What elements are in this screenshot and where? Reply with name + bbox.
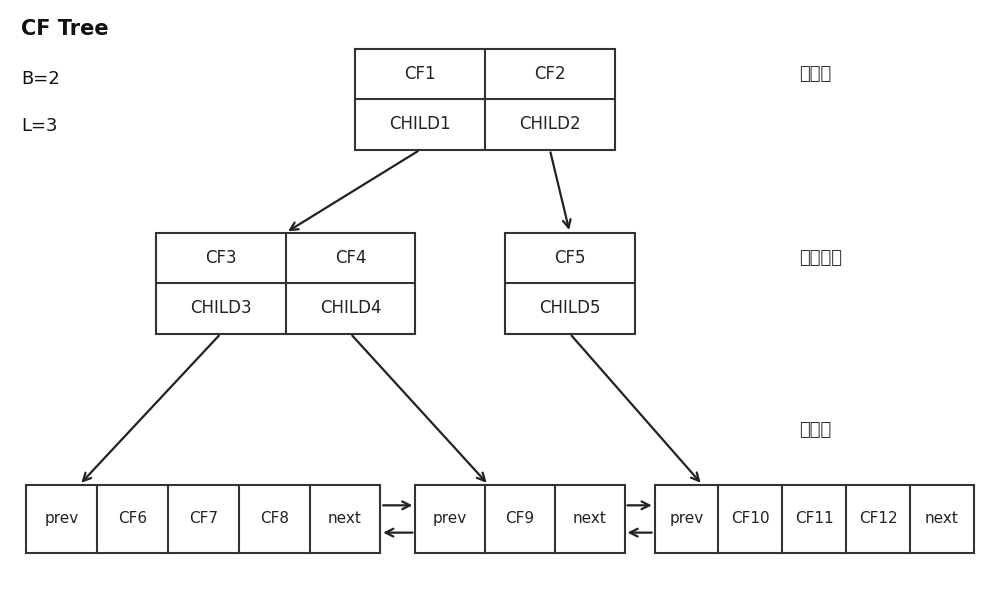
Text: CF5: CF5 (554, 249, 586, 267)
Bar (156, 233, 415, 334)
Text: CF3: CF3 (205, 249, 237, 267)
Text: CF11: CF11 (795, 511, 833, 526)
Bar (655, 485, 974, 553)
Text: CF9: CF9 (505, 511, 535, 526)
Text: CHILD3: CHILD3 (190, 299, 252, 318)
Text: CHILD4: CHILD4 (320, 299, 381, 318)
Text: CF10: CF10 (731, 511, 770, 526)
Bar (355, 49, 615, 150)
Text: CF1: CF1 (404, 65, 436, 83)
Text: CHILD2: CHILD2 (519, 116, 581, 134)
Text: CHILD1: CHILD1 (389, 116, 451, 134)
Text: CF7: CF7 (189, 511, 218, 526)
Text: CF Tree: CF Tree (21, 19, 109, 39)
Bar (505, 233, 635, 334)
Text: CF4: CF4 (335, 249, 366, 267)
Text: 非叶节点: 非叶节点 (799, 249, 842, 267)
Text: 叶节点: 叶节点 (799, 421, 831, 439)
Text: next: next (573, 511, 607, 526)
Text: prev: prev (433, 511, 467, 526)
Text: CF12: CF12 (859, 511, 897, 526)
Text: prev: prev (669, 511, 704, 526)
Text: L=3: L=3 (21, 117, 58, 135)
Text: next: next (328, 511, 362, 526)
Text: prev: prev (45, 511, 79, 526)
Text: CF2: CF2 (534, 65, 566, 83)
Bar (26, 485, 380, 553)
Text: 根节点: 根节点 (799, 65, 831, 83)
Text: next: next (925, 511, 959, 526)
Bar (415, 485, 625, 553)
Text: CF8: CF8 (260, 511, 289, 526)
Text: B=2: B=2 (21, 70, 60, 88)
Text: CHILD5: CHILD5 (539, 299, 601, 318)
Text: CF6: CF6 (118, 511, 147, 526)
